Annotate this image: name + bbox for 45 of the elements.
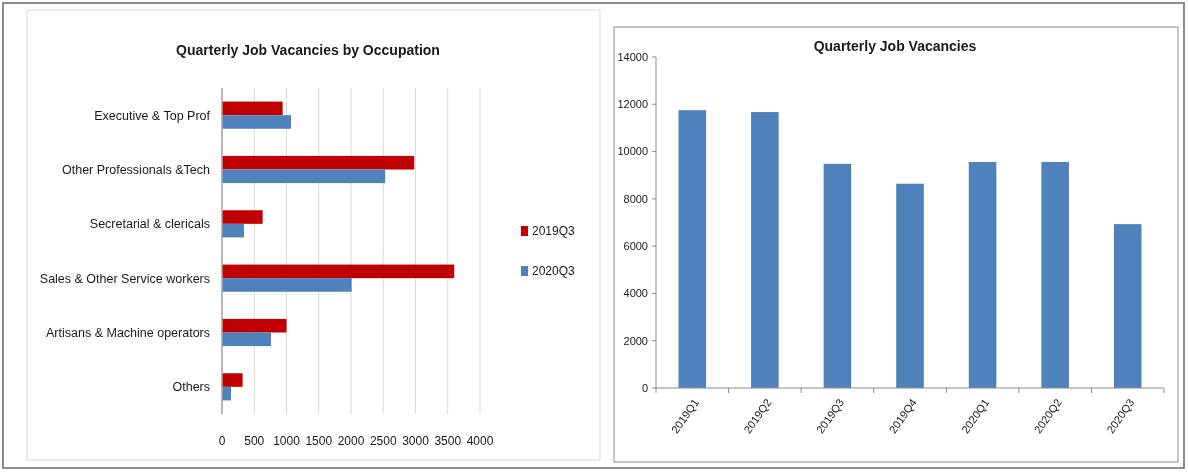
y-tick-label: 4000	[623, 287, 648, 300]
bar	[1041, 161, 1069, 388]
bar	[1113, 224, 1142, 388]
bar	[222, 101, 283, 116]
bar	[222, 318, 287, 333]
bar	[222, 210, 263, 224]
bar	[896, 183, 924, 388]
y-tick-label: 10000	[617, 145, 648, 158]
bar	[222, 278, 352, 292]
chart-title: Quarterly Job Vacancies by Occupation	[176, 42, 440, 58]
y-tick-label: Other Professionals &Tech	[62, 162, 211, 177]
y-tick-label: Executive & Top Prof	[94, 108, 211, 123]
bar	[823, 163, 852, 388]
legend-label: 2020Q3	[532, 264, 576, 279]
bar	[222, 373, 243, 387]
legend-label: 2019Q3	[532, 224, 576, 239]
x-tick-label: 2500	[369, 434, 397, 449]
y-tick-label: 12000	[617, 98, 648, 111]
y-tick-label: Others	[172, 380, 210, 395]
y-tick-label: 2000	[623, 334, 648, 347]
chart-title: Quarterly Job Vacancies	[813, 38, 977, 54]
y-tick-label: Secretarial & clericals	[89, 217, 210, 232]
bar	[678, 110, 707, 388]
y-tick-label: 0	[641, 381, 648, 394]
x-tick-label: 1500	[305, 434, 333, 449]
y-tick-label: 14000	[617, 50, 648, 63]
y-tick-label: 8000	[623, 192, 648, 205]
bar	[222, 264, 455, 279]
bar	[222, 169, 386, 184]
bar	[968, 161, 997, 388]
x-tick-label: 0	[218, 434, 226, 449]
bar	[222, 155, 415, 170]
x-tick-label: 500	[244, 434, 265, 449]
x-tick-label: 2000	[337, 434, 365, 449]
x-tick-label: 3500	[434, 434, 462, 449]
bar	[222, 115, 292, 129]
bar	[222, 332, 272, 347]
x-tick-label: 3000	[402, 434, 430, 449]
y-tick-label: Sales & Other Service workers	[39, 271, 210, 286]
y-tick-label: 6000	[623, 239, 648, 252]
x-tick-label: 1000	[273, 434, 301, 449]
y-tick-label: Artisans & Machine operators	[46, 325, 210, 340]
x-tick-label: 4000	[466, 434, 494, 449]
bar	[751, 112, 779, 388]
bar	[222, 223, 244, 238]
